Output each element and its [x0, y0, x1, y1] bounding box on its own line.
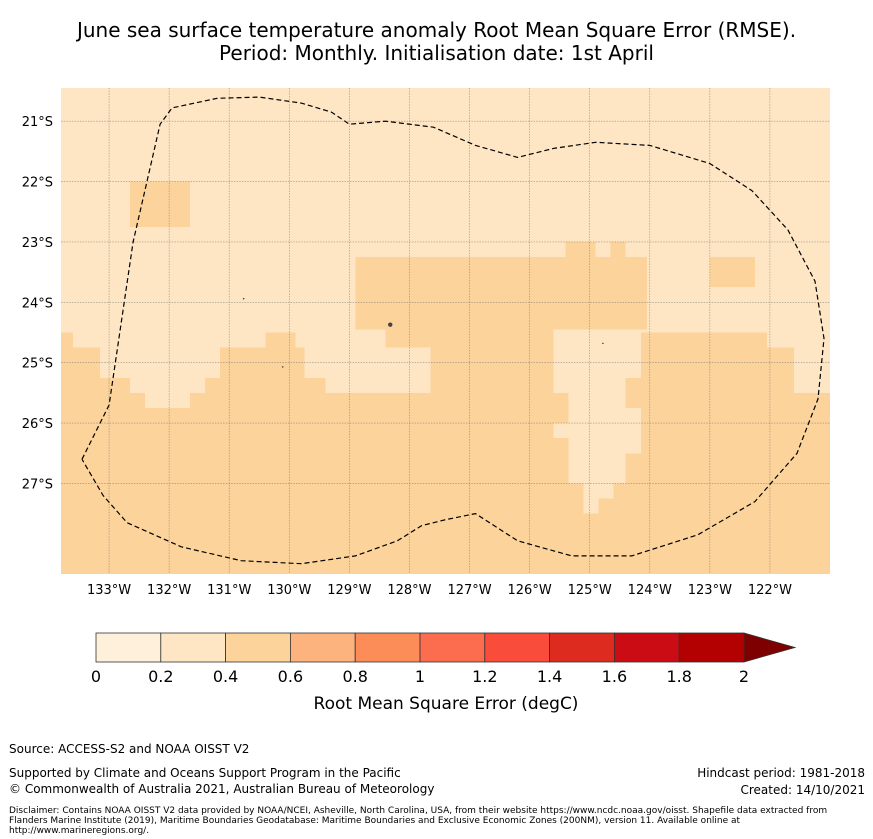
rmse-region-21 [553, 423, 641, 439]
lon-tick-label-7: 126°W [508, 583, 552, 598]
rmse-region-0 [130, 181, 191, 227]
lat-tick-label-3: 24°S [22, 296, 53, 311]
rmse-region-14 [130, 377, 206, 393]
rmse-region-22 [568, 453, 626, 484]
rmse-region-17 [325, 377, 431, 393]
rmse-region-16 [145, 392, 161, 408]
rmse-region-11 [430, 329, 554, 378]
source-text: Source: ACCESS-S2 and NOAA OISST V2 [9, 742, 250, 756]
lat-tick-label-0: 21°S [22, 115, 53, 130]
lon-tick-label-0: 133°W [87, 583, 131, 598]
rmse-region-24 [583, 498, 599, 514]
island-marker-0 [388, 322, 393, 327]
rmse-region-4 [709, 257, 755, 288]
rmse-region-9 [265, 332, 296, 348]
map-plot-area: 133°W 132°W 131°W 130°W 129°W 128°W 127°W 126°W… [22, 88, 830, 598]
lat-tick-label-2: 23°S [22, 236, 53, 251]
colorbar-tick-label-1: 0.2 [148, 667, 173, 686]
lon-tick-label-11: 122°W [748, 583, 792, 598]
colorbar-bin-6 [484, 632, 550, 663]
lon-tick-label-10: 123°W [688, 583, 732, 598]
rmse-region-19 [568, 377, 626, 408]
colorbar-tick-label-0: 0 [91, 667, 101, 686]
colorbar-tick-label-7: 1.4 [537, 667, 562, 686]
colorbar: 0 0.2 0.4 0.6 0.8 1 1.2 1.4 1.6 1.8 2 Root Mean Squ… [91, 632, 797, 714]
colorbar-tick-label-6: 1.2 [472, 667, 497, 686]
lat-tick-label-4: 25°S [22, 357, 53, 372]
lon-tick-label-9: 124°W [628, 583, 672, 598]
rmse-region-2 [565, 241, 596, 258]
colorbar-tick-label-2: 0.4 [213, 667, 238, 686]
colorbar-label: Root Mean Square Error (degC) [314, 694, 579, 714]
lat-tick-label-6: 27°S [22, 477, 53, 492]
island-marker-2 [281, 366, 284, 368]
colorbar-extend-arrow [743, 632, 797, 663]
lon-tick-label-5: 128°W [387, 583, 431, 598]
rmse-region-5 [61, 377, 830, 574]
colorbar-tick-label-9: 1.8 [666, 667, 691, 686]
colorbar-bin-0 [95, 632, 162, 663]
rmse-region-10 [385, 329, 431, 348]
lon-tick-label-8: 125°W [568, 583, 612, 598]
island-marker-3 [602, 342, 604, 345]
colorbar-bin-2 [225, 632, 291, 663]
colorbar-bin-5 [419, 632, 486, 663]
colorbar-tick-label-8: 1.6 [602, 667, 627, 686]
lon-tick-label-1: 132°W [147, 583, 191, 598]
colorbar-bin-4 [354, 632, 421, 663]
supported-by-text: Supported by Climate and Oceans Support … [9, 766, 401, 780]
copyright-text: © Commonwealth of Australia 2021, Austra… [9, 782, 435, 796]
colorbar-bin-8 [614, 632, 680, 663]
lon-tick-label-2: 131°W [207, 583, 251, 598]
rmse-region-6 [61, 332, 74, 348]
rmse-region-12 [640, 332, 767, 348]
chart-title-line-2: Period: Monthly. Initialisation date: 1s… [219, 41, 654, 65]
lat-tick-label-1: 22°S [22, 176, 53, 191]
colorbar-bin-9 [678, 632, 745, 663]
created-date-text: Created: 14/10/2021 [740, 783, 865, 797]
rmse-region-15 [160, 392, 191, 408]
lon-tick-label-6: 127°W [447, 583, 491, 598]
rmse-region-25 [793, 377, 830, 393]
colorbar-tick-label-5: 1 [415, 667, 425, 686]
colorbar-tick-label-4: 0.8 [342, 667, 367, 686]
rmse-region-23 [583, 483, 614, 499]
lat-tick-label-5: 26°S [22, 417, 53, 432]
colorbar-tick-label-3: 0.6 [278, 667, 303, 686]
colorbar-bin-7 [549, 632, 615, 663]
disclaimer-text: Disclaimer: Contains NOAA OISST V2 data … [9, 806, 828, 836]
hindcast-period-text: Hindcast period: 1981-2018 [697, 766, 865, 780]
colorbar-bin-3 [289, 632, 356, 663]
island-marker-1 [242, 297, 245, 300]
chart-title-line-1: June sea surface temperature anomaly Roo… [76, 18, 797, 42]
eez-boundary-line [81, 96, 825, 565]
lon-tick-label-4: 129°W [327, 583, 371, 598]
colorbar-bin-1 [160, 632, 227, 663]
rmse-region-1 [355, 257, 647, 330]
colorbar-tick-label-10: 2 [739, 667, 749, 686]
rmse-region-3 [610, 241, 626, 258]
lon-tick-label-3: 130°W [267, 583, 311, 598]
